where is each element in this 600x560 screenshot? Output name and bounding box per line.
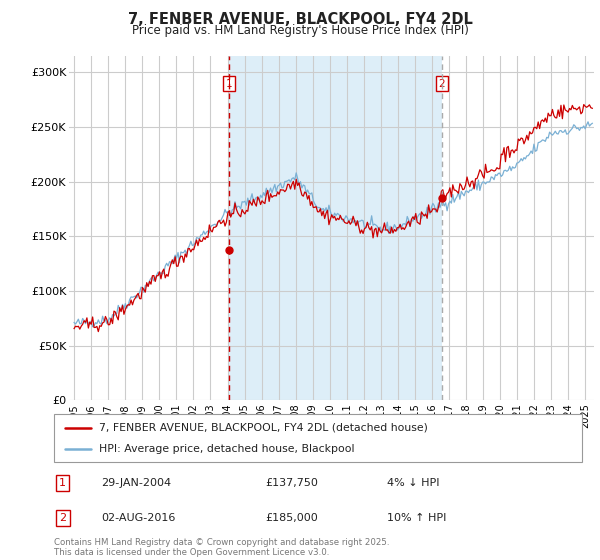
Bar xyxy=(229,56,442,400)
Text: 2: 2 xyxy=(59,513,67,523)
Text: £185,000: £185,000 xyxy=(265,513,318,523)
Text: 2: 2 xyxy=(439,78,445,88)
Text: 4% ↓ HPI: 4% ↓ HPI xyxy=(386,478,439,488)
Text: £137,750: £137,750 xyxy=(265,478,318,488)
Text: 1: 1 xyxy=(226,78,232,88)
Text: Contains HM Land Registry data © Crown copyright and database right 2025.
This d: Contains HM Land Registry data © Crown c… xyxy=(54,538,389,557)
Text: 02-AUG-2016: 02-AUG-2016 xyxy=(101,513,176,523)
Text: Price paid vs. HM Land Registry's House Price Index (HPI): Price paid vs. HM Land Registry's House … xyxy=(131,24,469,36)
Text: HPI: Average price, detached house, Blackpool: HPI: Average price, detached house, Blac… xyxy=(99,444,355,454)
Text: 29-JAN-2004: 29-JAN-2004 xyxy=(101,478,172,488)
Text: 1: 1 xyxy=(59,478,66,488)
Text: 7, FENBER AVENUE, BLACKPOOL, FY4 2DL: 7, FENBER AVENUE, BLACKPOOL, FY4 2DL xyxy=(128,12,472,27)
Text: 10% ↑ HPI: 10% ↑ HPI xyxy=(386,513,446,523)
Text: 7, FENBER AVENUE, BLACKPOOL, FY4 2DL (detached house): 7, FENBER AVENUE, BLACKPOOL, FY4 2DL (de… xyxy=(99,423,428,433)
